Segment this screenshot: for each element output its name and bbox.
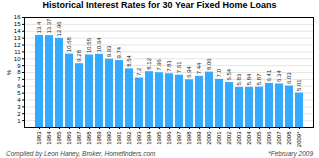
svg-text:5: 5 bbox=[17, 90, 21, 96]
svg-text:6.94: 6.94 bbox=[186, 65, 192, 77]
svg-text:5.01: 5.01 bbox=[296, 79, 302, 91]
svg-text:7: 7 bbox=[17, 76, 21, 82]
svg-text:1983: 1983 bbox=[36, 131, 42, 145]
html-text:Compiled by Leon Haney, Broker: Compiled by Leon Haney, Broker, Homefind… bbox=[6, 150, 156, 157]
svg-text:7.61: 7.61 bbox=[176, 61, 182, 73]
svg-text:6: 6 bbox=[17, 83, 21, 89]
svg-text:2002: 2002 bbox=[226, 131, 232, 145]
svg-text:2008: 2008 bbox=[286, 131, 292, 145]
svg-text:1987: 1987 bbox=[76, 131, 82, 145]
svg-text:7.0: 7.0 bbox=[216, 68, 222, 77]
svg-text:1: 1 bbox=[17, 118, 21, 124]
svg-text:1996: 1996 bbox=[166, 131, 172, 145]
svg-text:5.84: 5.84 bbox=[246, 73, 252, 85]
svg-text:1999: 1999 bbox=[196, 131, 202, 145]
svg-text:13: 13 bbox=[14, 35, 21, 41]
svg-text:6.34: 6.34 bbox=[276, 70, 282, 82]
svg-text:2004: 2004 bbox=[246, 131, 252, 145]
svg-text:14: 14 bbox=[14, 28, 21, 34]
svg-text:6.41: 6.41 bbox=[266, 69, 272, 81]
svg-text:1997: 1997 bbox=[176, 131, 182, 145]
svg-text:1984: 1984 bbox=[46, 131, 52, 145]
svg-text:9: 9 bbox=[17, 63, 21, 69]
svg-text:8.12: 8.12 bbox=[146, 57, 152, 69]
svg-text:10.55: 10.55 bbox=[86, 37, 92, 53]
svg-text:1995: 1995 bbox=[156, 131, 162, 145]
svg-text:11: 11 bbox=[14, 49, 21, 55]
svg-text:8.06: 8.06 bbox=[206, 58, 212, 70]
svg-text:2009*: 2009* bbox=[296, 131, 302, 147]
svg-text:1985: 1985 bbox=[56, 131, 62, 145]
svg-text:5.83: 5.83 bbox=[236, 73, 242, 85]
svg-text:2000: 2000 bbox=[206, 131, 212, 145]
html-text:*February 2009: *February 2009 bbox=[268, 150, 313, 157]
svg-text:1989: 1989 bbox=[96, 131, 102, 145]
svg-text:1988: 1988 bbox=[86, 131, 92, 145]
svg-text:1986: 1986 bbox=[66, 131, 72, 145]
svg-text:2006: 2006 bbox=[266, 131, 272, 145]
svg-text:2003: 2003 bbox=[236, 131, 242, 145]
svg-text:6.54: 6.54 bbox=[226, 68, 232, 80]
svg-text:10: 10 bbox=[14, 56, 21, 62]
svg-text:1992: 1992 bbox=[126, 131, 132, 145]
svg-text:7.44: 7.44 bbox=[196, 62, 202, 74]
svg-text:2007: 2007 bbox=[276, 131, 282, 145]
svg-text:7.81: 7.81 bbox=[166, 59, 172, 71]
svg-text:2005: 2005 bbox=[256, 131, 262, 145]
svg-text:1990: 1990 bbox=[106, 131, 112, 145]
svg-text:10.64: 10.64 bbox=[96, 37, 102, 53]
svg-text:7.96: 7.96 bbox=[156, 58, 162, 70]
svg-text:%: % bbox=[6, 69, 12, 75]
svg-text:4: 4 bbox=[17, 97, 21, 103]
svg-text:1991: 1991 bbox=[116, 131, 122, 145]
svg-text:15: 15 bbox=[14, 21, 21, 27]
svg-text:6.03: 6.03 bbox=[286, 72, 292, 84]
html-text:Historical Interest Rates for: Historical Interest Rates for 30 Year Fi… bbox=[42, 0, 277, 10]
svg-text:8.54: 8.54 bbox=[126, 54, 132, 66]
svg-text:10.68: 10.68 bbox=[66, 36, 72, 52]
svg-text:9.93: 9.93 bbox=[106, 45, 112, 57]
svg-text:1998: 1998 bbox=[186, 131, 192, 145]
svg-text:9.28: 9.28 bbox=[76, 49, 82, 61]
svg-text:12: 12 bbox=[14, 42, 21, 48]
svg-text:7.2: 7.2 bbox=[136, 67, 142, 76]
svg-text:1994: 1994 bbox=[146, 131, 152, 145]
svg-text:12.96: 12.96 bbox=[56, 21, 62, 37]
svg-text:1993: 1993 bbox=[136, 131, 142, 145]
svg-text:16: 16 bbox=[14, 14, 21, 20]
svg-text:13.4: 13.4 bbox=[36, 21, 42, 33]
svg-text:2: 2 bbox=[17, 111, 21, 117]
svg-text:9.74: 9.74 bbox=[116, 46, 122, 58]
svg-text:8: 8 bbox=[17, 69, 21, 75]
svg-text:2001: 2001 bbox=[216, 131, 222, 145]
svg-text:13.37: 13.37 bbox=[46, 18, 52, 34]
svg-text:5.87: 5.87 bbox=[256, 73, 262, 85]
svg-text:3: 3 bbox=[17, 104, 21, 110]
